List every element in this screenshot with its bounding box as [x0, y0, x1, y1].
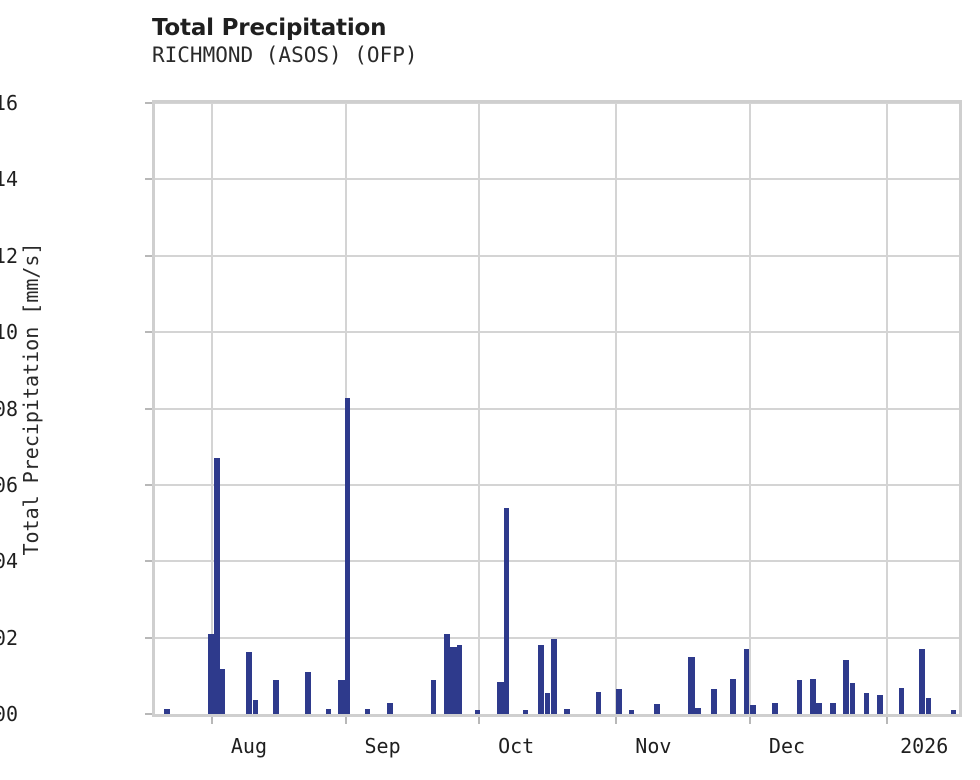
bar [688, 656, 695, 714]
bar [544, 693, 551, 714]
bar [522, 709, 529, 714]
gridline-vertical [886, 103, 889, 714]
bar [564, 709, 570, 714]
bar [750, 705, 756, 714]
y-tick-label: 0.008 [0, 396, 18, 421]
bar [809, 678, 816, 714]
gridline-vertical [210, 103, 213, 714]
bar [877, 694, 883, 714]
y-tick-label: 0.012 [0, 243, 18, 268]
bar [919, 649, 926, 714]
gridline-horizontal [155, 483, 959, 486]
bar [496, 682, 504, 714]
plot-inner [155, 103, 959, 714]
bar [772, 702, 778, 714]
y-tick-mark [145, 560, 152, 563]
bar [450, 647, 458, 714]
bar [926, 697, 932, 714]
y-tick-mark [145, 331, 152, 334]
bar [475, 710, 481, 714]
x-tick-mark [748, 717, 751, 724]
gridline-horizontal [155, 636, 959, 639]
bar [207, 633, 216, 714]
bar [816, 702, 822, 714]
bar [850, 682, 856, 714]
gridline-horizontal [155, 407, 959, 410]
page-title: Total Precipitation [152, 15, 387, 41]
bar [430, 679, 437, 714]
y-tick-label: 0.002 [0, 625, 18, 650]
bar [337, 680, 345, 714]
y-tick-mark [145, 178, 152, 181]
gridline-horizontal [155, 331, 959, 334]
bar [365, 709, 371, 714]
x-tick-label: Aug [230, 734, 268, 758]
y-tick-mark [145, 636, 152, 639]
bar [246, 651, 253, 714]
x-tick-label: 2026 [900, 734, 949, 758]
bar [387, 702, 393, 714]
bar [213, 458, 220, 714]
bar [830, 702, 836, 714]
gridline-horizontal [155, 560, 959, 563]
y-tick-label: 0.004 [0, 549, 18, 574]
y-tick-mark [145, 254, 152, 257]
gridline-horizontal [155, 103, 959, 104]
bar [730, 678, 736, 714]
y-tick-label: 0.010 [0, 320, 18, 345]
gridline-vertical [748, 103, 751, 714]
plot-area [152, 100, 962, 717]
bar [325, 709, 331, 714]
y-tick-mark [145, 483, 152, 486]
bar [743, 649, 750, 714]
bar [595, 692, 602, 714]
bar [629, 709, 635, 714]
y-axis-label: Total Precipitation [mm/s] [19, 242, 43, 556]
bar [164, 709, 170, 714]
y-tick-mark [145, 102, 152, 104]
x-tick-mark [344, 717, 347, 724]
y-tick-label: 0.000 [0, 702, 18, 726]
x-tick-label: Nov [635, 734, 672, 758]
bar [272, 679, 279, 714]
bar [615, 689, 622, 714]
bar [537, 645, 544, 714]
y-tick-mark [145, 713, 152, 715]
bar [863, 693, 870, 714]
bar [457, 645, 463, 714]
chart-subtitle: RICHMOND (ASOS) (OFP) [152, 43, 418, 67]
gridline-vertical [615, 103, 618, 714]
bar [550, 639, 557, 714]
bar [305, 672, 312, 714]
y-tick-label: 0.014 [0, 167, 18, 192]
bar [843, 659, 850, 714]
bar [344, 397, 351, 714]
x-tick-mark [210, 717, 213, 724]
gridline-vertical [478, 103, 481, 714]
y-tick-label: 0.006 [0, 472, 18, 497]
y-tick-mark [145, 407, 152, 410]
y-tick-label: 0.016 [0, 91, 18, 115]
x-tick-label: Oct [498, 734, 535, 758]
bar [950, 710, 956, 714]
bar [654, 704, 661, 714]
bar [898, 688, 905, 714]
bar [695, 707, 701, 714]
gridline-horizontal [155, 254, 959, 257]
bar [443, 633, 450, 714]
x-tick-mark [615, 717, 618, 724]
bar [711, 689, 717, 714]
bar [252, 700, 258, 714]
bar [219, 668, 226, 714]
chart-title-block: Total Precipitation RICHMOND (ASOS) (OFP… [152, 14, 852, 69]
x-tick-mark [478, 717, 481, 724]
x-tick-label: Dec [768, 734, 806, 758]
bar [503, 507, 510, 714]
gridline-horizontal [155, 178, 959, 181]
x-tick-mark [886, 717, 889, 724]
bar [796, 680, 803, 714]
x-tick-label: Sep [364, 734, 401, 758]
